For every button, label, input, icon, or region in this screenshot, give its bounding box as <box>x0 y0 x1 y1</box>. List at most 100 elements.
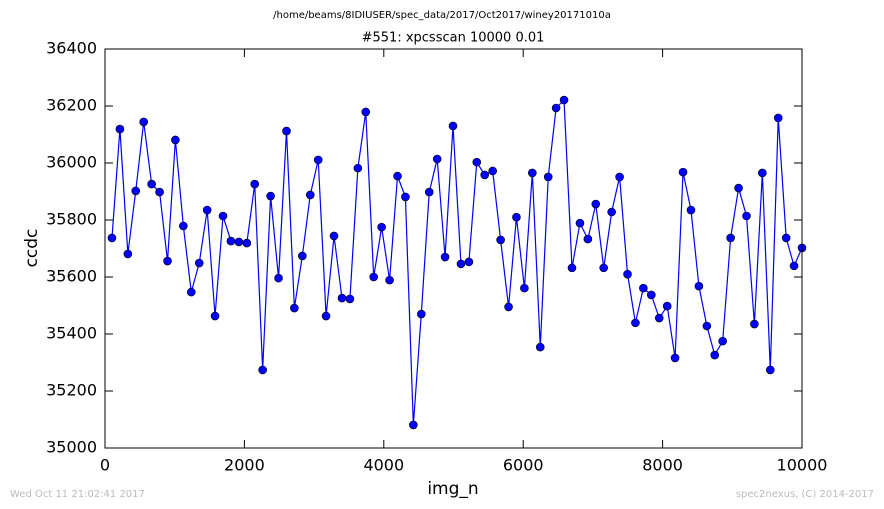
data-point <box>551 103 561 113</box>
data-point <box>678 167 688 177</box>
data-point <box>765 365 775 375</box>
data-point <box>480 170 490 180</box>
data-point <box>670 353 680 363</box>
data-point <box>155 187 164 197</box>
x-tick-label: 4000 <box>363 456 404 475</box>
data-point <box>123 249 133 259</box>
data-point <box>409 420 418 430</box>
data-point <box>274 273 283 283</box>
data-point <box>623 269 632 279</box>
data-point <box>424 187 434 197</box>
plot-frame <box>104 48 803 449</box>
chart-title: #551: xpcsscan 10000 0.01 <box>362 31 545 46</box>
data-point <box>583 234 593 244</box>
data-point <box>313 155 323 165</box>
data-point <box>718 336 727 346</box>
data-point <box>639 283 648 293</box>
data-point <box>710 350 720 360</box>
data-point <box>266 191 275 201</box>
data-point <box>226 236 236 246</box>
data-point <box>179 221 188 231</box>
y-tick-label: 36200 <box>46 96 97 115</box>
data-point <box>758 168 767 178</box>
data-point <box>726 233 735 243</box>
data-point <box>750 319 759 329</box>
data-point <box>781 233 791 243</box>
data-point <box>416 309 426 319</box>
data-point <box>147 179 156 189</box>
data-point <box>377 222 386 232</box>
data-point <box>210 311 220 321</box>
data-point <box>734 183 743 193</box>
y-tick-label: 36000 <box>46 153 97 172</box>
data-point <box>202 205 212 215</box>
timestamp: Wed Oct 11 21:02:41 2017 <box>10 489 145 500</box>
y-tick-label: 35400 <box>46 324 97 343</box>
data-point <box>218 211 228 221</box>
data-point <box>496 235 505 245</box>
data-point <box>631 318 640 328</box>
x-tick-label: 6000 <box>503 456 544 475</box>
data-point <box>591 199 601 209</box>
y-tick-label: 35200 <box>46 381 97 400</box>
series-line <box>111 98 803 425</box>
data-point <box>242 238 252 248</box>
y-tick-label: 36400 <box>46 39 97 58</box>
data-point <box>543 172 553 182</box>
data-point <box>353 163 363 173</box>
data-point <box>567 263 577 273</box>
data-point <box>258 365 267 375</box>
data-point <box>305 190 315 200</box>
data-point <box>488 166 497 176</box>
y-tick-label: 35600 <box>46 267 97 286</box>
data-point <box>115 124 125 134</box>
data-point <box>789 261 799 271</box>
data-point <box>139 117 148 127</box>
data-point <box>575 218 585 228</box>
data-point <box>385 275 394 285</box>
data-point <box>615 172 624 182</box>
data-point <box>599 263 609 273</box>
data-point <box>504 302 513 312</box>
credit: spec2nexus, (C) 2014-2017 <box>736 489 874 500</box>
x-tick-label: 0 <box>100 456 110 475</box>
data-point <box>298 251 307 261</box>
data-point <box>345 294 355 304</box>
data-point <box>647 290 656 300</box>
data-point <box>194 258 204 268</box>
data-point <box>773 113 783 123</box>
x-tick-label: 8000 <box>642 456 683 475</box>
data-point <box>472 157 482 167</box>
data-point <box>702 321 712 331</box>
data-point <box>250 179 260 189</box>
data-point <box>171 135 180 145</box>
data-point <box>163 256 172 266</box>
data-point <box>393 171 402 181</box>
data-point <box>337 293 347 303</box>
data-point <box>448 121 458 131</box>
data-point <box>131 186 141 196</box>
data-point <box>742 211 751 221</box>
x-tick-label: 10000 <box>777 456 828 475</box>
data-point <box>607 207 616 217</box>
data-point <box>662 301 672 311</box>
data-point <box>107 233 117 243</box>
data-point <box>520 283 529 293</box>
data-point <box>464 257 474 267</box>
data-point <box>654 313 664 323</box>
y-tick-label: 35800 <box>46 210 97 229</box>
data-point <box>432 154 442 164</box>
y-tick-label: 35000 <box>46 438 97 457</box>
data-point <box>361 107 371 117</box>
suptitle: /home/beams/8IDIUSER/spec_data/2017/Oct2… <box>273 10 611 21</box>
data-point <box>456 259 466 269</box>
x-axis-label: img_n <box>427 479 478 499</box>
y-axis-label: ccdc <box>22 229 42 268</box>
data-point <box>321 311 331 321</box>
data-point <box>686 205 696 215</box>
data-point <box>512 212 521 222</box>
data-point <box>186 287 196 297</box>
data-point <box>234 237 244 247</box>
data-point <box>440 252 450 262</box>
